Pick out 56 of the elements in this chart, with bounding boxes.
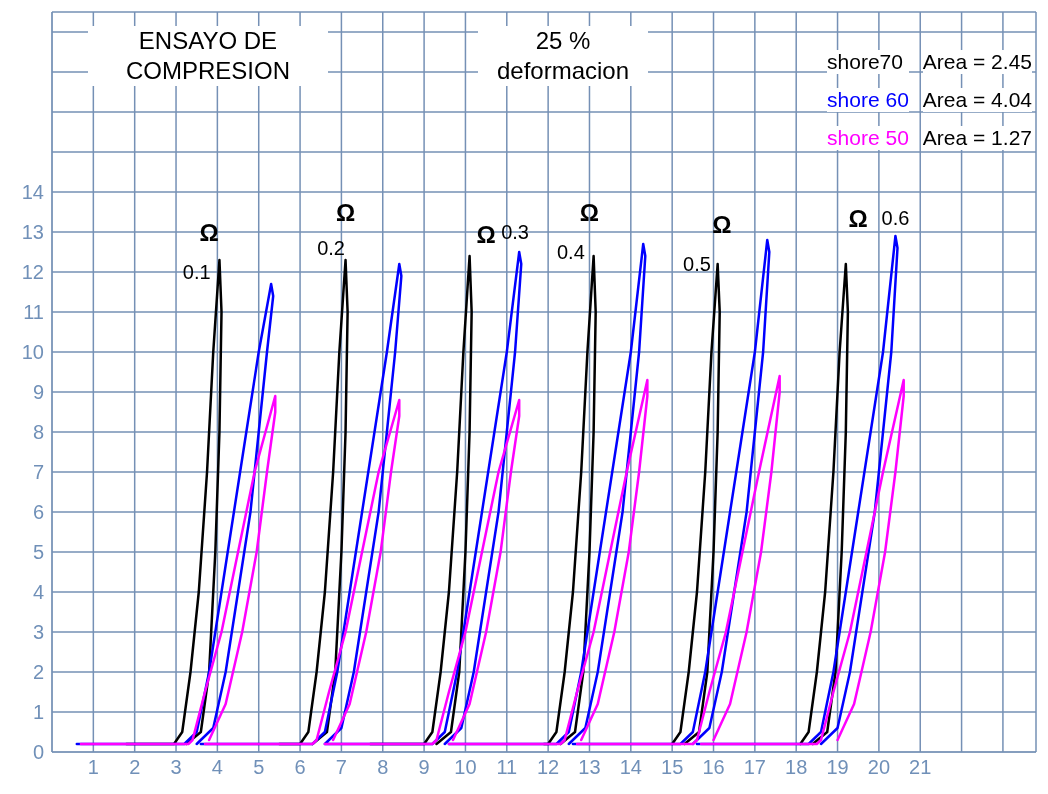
annotation: 0.4 — [556, 241, 585, 264]
annotation: Ω — [335, 198, 356, 226]
annotation: Ω — [848, 204, 868, 232]
annotation: Ω — [476, 220, 496, 248]
y-tick-label: 9 — [32, 381, 44, 404]
x-tick-label: 16 — [702, 756, 725, 779]
x-tick-label: 7 — [335, 756, 347, 779]
x-tick-label: 3 — [170, 756, 182, 779]
annotation: Area = 2.45 — [922, 50, 1032, 74]
annotation: 0.3 — [501, 221, 529, 244]
annotation: 0.2 — [317, 237, 345, 260]
y-tick-label: 12 — [21, 261, 44, 284]
annotation: Ω — [579, 198, 600, 226]
x-tick-label: 15 — [661, 756, 684, 779]
annotation: Ω — [199, 218, 219, 246]
annotation: 0.6 — [881, 207, 910, 230]
x-tick-label: 8 — [377, 756, 389, 779]
x-tick-label: 2 — [129, 756, 141, 779]
annotation: Area = 4.04 — [922, 88, 1032, 112]
x-tick-label: 13 — [578, 756, 601, 779]
text: 25 % deformacion — [478, 26, 648, 86]
y-tick-label: 7 — [32, 461, 44, 484]
y-tick-label: 11 — [23, 301, 44, 324]
text: shore70 — [827, 50, 909, 74]
y-tick-label: 4 — [32, 581, 44, 604]
annotation: 0.5 — [683, 253, 711, 276]
text: shore 50 — [827, 126, 909, 150]
y-tick-label: 10 — [21, 341, 44, 364]
x-tick-label: 18 — [785, 756, 808, 779]
x-tick-label: 1 — [87, 756, 99, 779]
annotation: 0.1 — [182, 261, 211, 284]
text: shore 60 — [827, 88, 909, 112]
x-tick-label: 14 — [619, 756, 642, 779]
x-tick-label: 5 — [253, 756, 265, 779]
x-tick-label: 17 — [743, 756, 766, 779]
x-tick-label: 20 — [867, 756, 891, 779]
y-tick-label: 13 — [21, 221, 44, 244]
y-tick-label: 5 — [32, 541, 44, 564]
text: ENSAYO DE COMPRESION — [88, 26, 328, 86]
y-tick-label: 6 — [32, 501, 44, 524]
y-tick-label: 0 — [32, 741, 44, 764]
x-tick-label: 9 — [418, 756, 430, 779]
x-tick-label: 11 — [496, 756, 518, 779]
y-tick-label: 3 — [32, 621, 44, 644]
x-tick-label: 12 — [537, 756, 560, 779]
annotation: Area = 1.27 — [922, 126, 1032, 150]
y-tick-label: 1 — [32, 701, 44, 724]
annotation: Ω — [712, 210, 732, 238]
x-tick-label: 19 — [826, 756, 849, 779]
x-tick-label: 21 — [909, 756, 932, 779]
y-tick-label: 8 — [32, 421, 44, 444]
y-tick-label: 2 — [32, 661, 44, 684]
y-tick-label: 14 — [21, 181, 44, 204]
x-tick-label: 4 — [211, 756, 223, 779]
x-tick-label: 6 — [294, 756, 306, 779]
x-tick-label: 10 — [454, 756, 477, 779]
